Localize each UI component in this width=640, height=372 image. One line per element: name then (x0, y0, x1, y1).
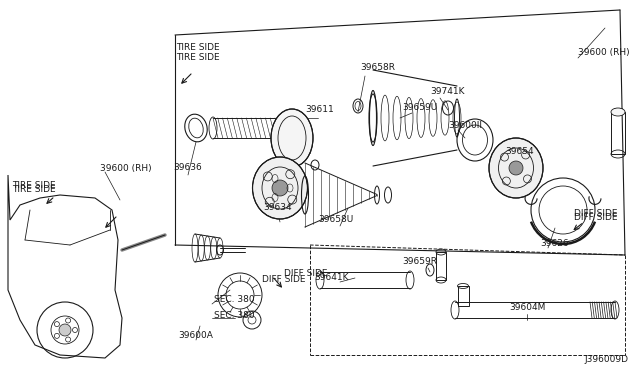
Bar (458, 286, 469, 306)
Text: 39600 (RH): 39600 (RH) (578, 48, 630, 57)
Text: 39611: 39611 (305, 106, 333, 115)
Text: TIRE SIDE: TIRE SIDE (12, 186, 56, 195)
Text: DIFF SIDE: DIFF SIDE (284, 269, 328, 279)
Ellipse shape (271, 109, 313, 167)
Text: DIFF SIDE: DIFF SIDE (574, 214, 618, 222)
Bar (614, 108, 622, 114)
Text: DIFF SIDE: DIFF SIDE (262, 276, 305, 285)
Text: 39641K: 39641K (315, 273, 349, 282)
Text: 39741K: 39741K (430, 87, 465, 96)
Bar (436, 252, 446, 280)
Text: TIRE SIDE: TIRE SIDE (12, 182, 56, 190)
Text: 39636: 39636 (173, 164, 202, 173)
Text: SEC. 380: SEC. 380 (214, 311, 255, 320)
Text: DIFF SIDE: DIFF SIDE (574, 209, 618, 218)
Text: 39600A: 39600A (179, 330, 213, 340)
Text: 39658R: 39658R (360, 64, 395, 73)
Text: 39600 (RH): 39600 (RH) (100, 164, 152, 173)
Text: 39634: 39634 (264, 203, 292, 212)
Text: TIRE SIDE: TIRE SIDE (176, 54, 220, 62)
Bar (611, 112, 625, 154)
Circle shape (509, 161, 523, 175)
Text: 39600II: 39600II (448, 122, 482, 131)
Ellipse shape (489, 138, 543, 198)
Text: 39659U: 39659U (402, 103, 437, 112)
Circle shape (272, 180, 288, 196)
Text: 39626: 39626 (540, 240, 568, 248)
Text: SEC. 380: SEC. 380 (214, 295, 255, 305)
Text: 39659R: 39659R (403, 257, 438, 266)
Text: 39604M: 39604M (509, 304, 545, 312)
Text: 39658U: 39658U (318, 215, 354, 224)
Text: TIRE SIDE: TIRE SIDE (176, 44, 220, 52)
Ellipse shape (611, 108, 625, 116)
Text: 39654: 39654 (505, 148, 534, 157)
Circle shape (59, 324, 71, 336)
Text: J396009D: J396009D (584, 356, 628, 365)
Ellipse shape (253, 157, 307, 219)
